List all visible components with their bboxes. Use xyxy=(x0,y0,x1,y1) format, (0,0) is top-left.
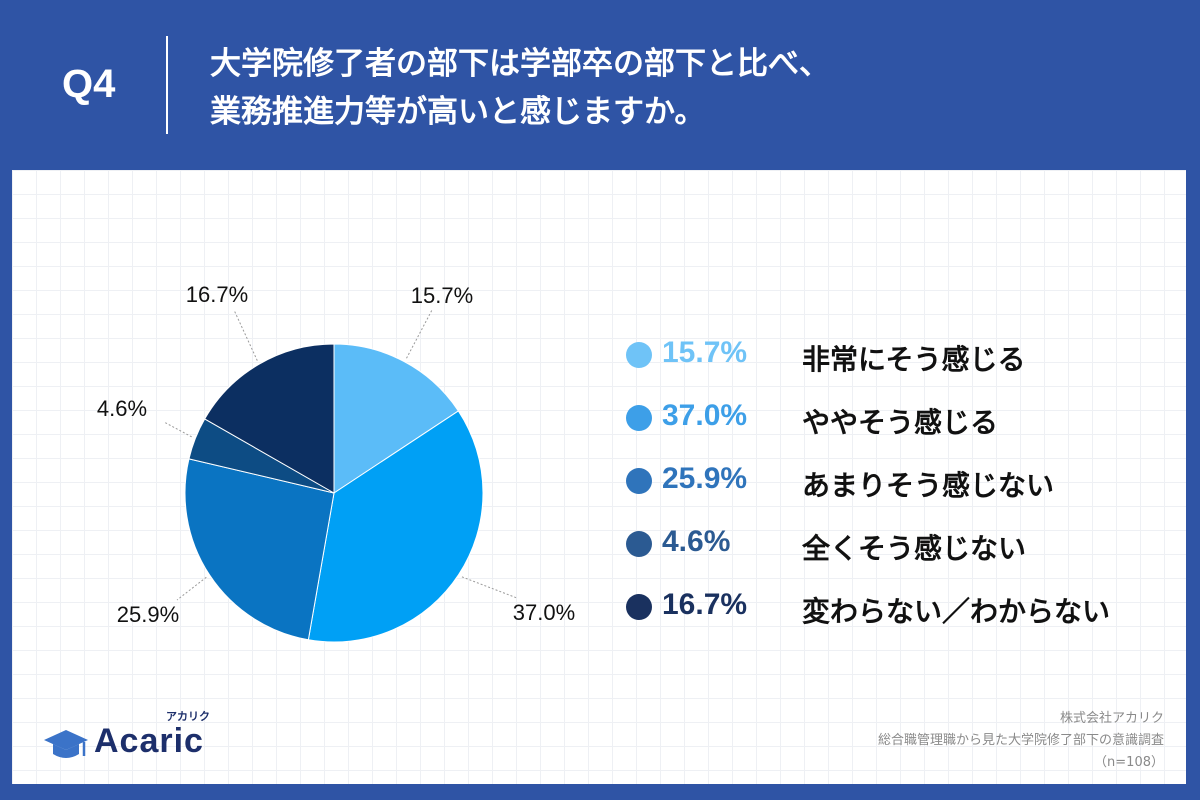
pie-slice xyxy=(333,343,460,494)
legend-label: 全くそう感じない xyxy=(802,532,1027,565)
slice-data-label: 4.6% xyxy=(97,396,147,421)
legend-marker xyxy=(626,405,652,431)
slice-leader-line xyxy=(176,576,207,601)
source-sample: （n=108） xyxy=(1094,755,1164,770)
question-label: Q4 xyxy=(62,62,116,106)
legend: 15.7% 非常にそう感じる 37.0% ややそう感じる 25.9% あまりそう… xyxy=(618,328,1178,643)
header: Q4 大学院修了者の部下は学部卒の部下と比べ、 業務推進力等が高いと感じますか。 xyxy=(0,0,1200,170)
slice-leader-line xyxy=(406,309,433,359)
legend-label: あまりそう感じない xyxy=(802,469,1055,502)
logo-wordmark: Acaric xyxy=(94,722,204,760)
legend-item-5: 16.7% 変わらない／わからない xyxy=(618,580,1178,643)
pie-slice xyxy=(307,410,484,643)
legend-item-1: 15.7% 非常にそう感じる xyxy=(618,328,1178,391)
pie-slice xyxy=(204,343,335,494)
legend-marker xyxy=(626,531,652,557)
legend-item-3: 25.9% あまりそう感じない xyxy=(618,454,1178,517)
legend-item-4: 4.6% 全くそう感じない xyxy=(618,517,1178,580)
legend-label: 非常にそう感じる xyxy=(802,343,1026,376)
source-survey: 総合職管理職から見た大学院修了部下の意識調査 xyxy=(877,733,1164,748)
legend-percent: 15.7% xyxy=(662,336,748,369)
slice-leader-line xyxy=(233,309,258,361)
source-company: 株式会社アカリク xyxy=(1059,711,1164,726)
legend-percent: 25.9% xyxy=(662,462,748,495)
chart-panel: 15.7% 37.0% 25.9% 4.6% 16.7% 15.7% 非常にそう感じる … xyxy=(12,170,1186,784)
pie-chart: 15.7% 37.0% 25.9% 4.6% 16.7% xyxy=(97,282,575,643)
pie-slice xyxy=(184,458,335,641)
question-title-line-2: 業務推進力等が高いと感じますか。 xyxy=(210,94,706,130)
slice-leader-line xyxy=(163,421,192,438)
legend-marker xyxy=(626,342,652,368)
header-divider xyxy=(166,36,168,134)
slice-data-label: 25.9% xyxy=(117,602,179,627)
legend-marker xyxy=(626,468,652,494)
logo-kana: アカリク xyxy=(166,710,210,723)
acaric-logo: アカリク Acaric xyxy=(42,710,242,768)
legend-percent: 37.0% xyxy=(662,399,748,432)
source-note: 株式会社アカリク 総合職管理職から見た大学院修了部下の意識調査 （n=108） xyxy=(878,708,1164,774)
question-title-line-1: 大学院修了者の部下は学部卒の部下と比べ、 xyxy=(210,46,830,82)
legend-label: ややそう感じる xyxy=(802,406,999,439)
legend-item-2: 37.0% ややそう感じる xyxy=(618,391,1178,454)
question-title: 大学院修了者の部下は学部卒の部下と比べ、 業務推進力等が高いと感じますか。 xyxy=(210,40,830,136)
slice-leader-line xyxy=(461,576,518,599)
slice-data-label: 15.7% xyxy=(411,283,473,308)
legend-marker xyxy=(626,594,652,620)
legend-percent: 16.7% xyxy=(662,588,748,621)
slice-data-label: 16.7% xyxy=(186,282,248,307)
legend-label: 変わらない／わからない xyxy=(802,595,1111,628)
graduation-cap-icon xyxy=(44,730,88,758)
legend-percent: 4.6% xyxy=(662,525,731,558)
slice-data-label: 37.0% xyxy=(513,600,575,625)
